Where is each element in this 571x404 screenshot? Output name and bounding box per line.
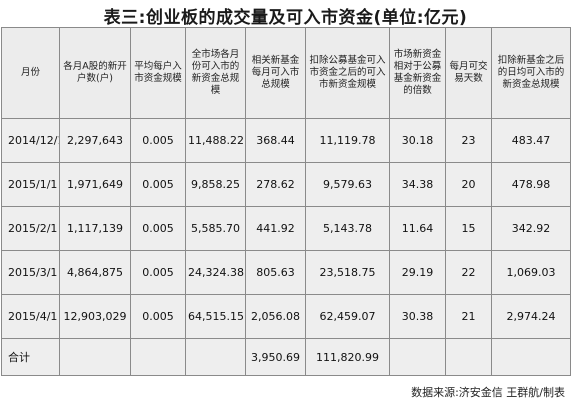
cell-empty: [185, 338, 246, 376]
cell-net-new-funds: 23,518.75: [305, 250, 390, 295]
cell-total-net-new-funds: 111,820.99: [305, 338, 390, 376]
cell-daily-new-funds: 2,974.24: [491, 294, 571, 339]
cell-trading-days: 22: [445, 250, 492, 295]
column-header-new-fund-scale: 相关新基金每月可入市总规模: [245, 27, 306, 119]
cell-new-accounts: 4,864,875: [59, 250, 131, 295]
cell-avg-funds: 0.005: [130, 250, 186, 295]
cell-multiple: 30.18: [389, 118, 446, 163]
cell-trading-days: 20: [445, 162, 492, 207]
cell-multiple: 30.38: [389, 294, 446, 339]
cell-month: 2014/12/1: [1, 118, 60, 163]
cell-month: 2015/3/1: [1, 250, 60, 295]
cell-trading-days: 23: [445, 118, 492, 163]
cell-new-accounts: 1,117,139: [59, 206, 131, 251]
cell-new-fund-scale: 368.44: [245, 118, 306, 163]
cell-net-new-funds: 62,459.07: [305, 294, 390, 339]
cell-net-new-funds: 9,579.63: [305, 162, 390, 207]
cell-avg-funds: 0.005: [130, 206, 186, 251]
cell-trading-days: 21: [445, 294, 492, 339]
total-row: 合计 3,950.69 111,820.99: [1, 338, 571, 376]
cell-multiple: 11.64: [389, 206, 446, 251]
cell-net-new-funds: 5,143.78: [305, 206, 390, 251]
column-header-market-new-funds: 全市场各月份可入市的新资金总规模: [185, 27, 246, 119]
column-header-month: 月份: [1, 27, 60, 119]
cell-month: 2015/1/1: [1, 162, 60, 207]
cell-empty: [130, 338, 186, 376]
column-header-net-new-funds: 扣除公募基金可入市资金之后的可入市新资金规模: [305, 27, 390, 119]
cell-daily-new-funds: 478.98: [491, 162, 571, 207]
table-row: 2014/12/1 2,297,643 0.005 11,488.22 368.…: [1, 118, 571, 163]
cell-month: 2015/2/1: [1, 206, 60, 251]
cell-new-accounts: 1,971,649: [59, 162, 131, 207]
header-row: 月份 各月A股的新开户数(户) 平均每户入市资金规模 全市场各月份可入市的新资金…: [1, 27, 571, 119]
column-header-daily-new-funds: 扣除新基金之后的日均可入市的新资金总规模: [491, 27, 571, 119]
cell-empty: [491, 338, 571, 376]
cell-empty: [389, 338, 446, 376]
cell-multiple: 29.19: [389, 250, 446, 295]
column-header-trading-days: 每月可交易天数: [445, 27, 492, 119]
column-header-multiple: 市场新资金相对于公募基金新资金的倍数: [389, 27, 446, 119]
cell-trading-days: 15: [445, 206, 492, 251]
column-header-new-accounts: 各月A股的新开户数(户): [59, 27, 131, 119]
cell-month: 2015/4/1: [1, 294, 60, 339]
cell-multiple: 34.38: [389, 162, 446, 207]
data-table: 月份 各月A股的新开户数(户) 平均每户入市资金规模 全市场各月份可入市的新资金…: [1, 27, 571, 376]
source-note: 数据来源:济安金信 王群航/制表: [411, 386, 565, 399]
cell-avg-funds: 0.005: [130, 118, 186, 163]
table-row: 2015/2/1 1,117,139 0.005 5,585.70 441.92…: [1, 206, 571, 251]
cell-avg-funds: 0.005: [130, 162, 186, 207]
table-row: 2015/1/1 1,971,649 0.005 9,858.25 278.62…: [1, 162, 571, 207]
cell-empty: [445, 338, 492, 376]
column-header-avg-funds: 平均每户入市资金规模: [130, 27, 186, 119]
cell-total-new-fund-scale: 3,950.69: [245, 338, 306, 376]
cell-market-new-funds: 9,858.25: [185, 162, 246, 207]
table-row: 2015/4/1 12,903,029 0.005 64,515.15 2,05…: [1, 294, 571, 339]
cell-new-fund-scale: 2,056.08: [245, 294, 306, 339]
cell-market-new-funds: 24,324.38: [185, 250, 246, 295]
cell-avg-funds: 0.005: [130, 294, 186, 339]
cell-new-accounts: 12,903,029: [59, 294, 131, 339]
cell-empty: [59, 338, 131, 376]
cell-net-new-funds: 11,119.78: [305, 118, 390, 163]
cell-total-label: 合计: [1, 338, 60, 376]
cell-new-fund-scale: 441.92: [245, 206, 306, 251]
cell-market-new-funds: 64,515.15: [185, 294, 246, 339]
cell-new-fund-scale: 805.63: [245, 250, 306, 295]
table-row: 2015/3/1 4,864,875 0.005 24,324.38 805.6…: [1, 250, 571, 295]
cell-new-fund-scale: 278.62: [245, 162, 306, 207]
table-title: 表三:创业板的成交量及可入市资金(单位:亿元): [103, 8, 468, 28]
cell-market-new-funds: 11,488.22: [185, 118, 246, 163]
cell-market-new-funds: 5,585.70: [185, 206, 246, 251]
cell-daily-new-funds: 342.92: [491, 206, 571, 251]
cell-daily-new-funds: 483.47: [491, 118, 571, 163]
cell-daily-new-funds: 1,069.03: [491, 250, 571, 295]
cell-new-accounts: 2,297,643: [59, 118, 131, 163]
